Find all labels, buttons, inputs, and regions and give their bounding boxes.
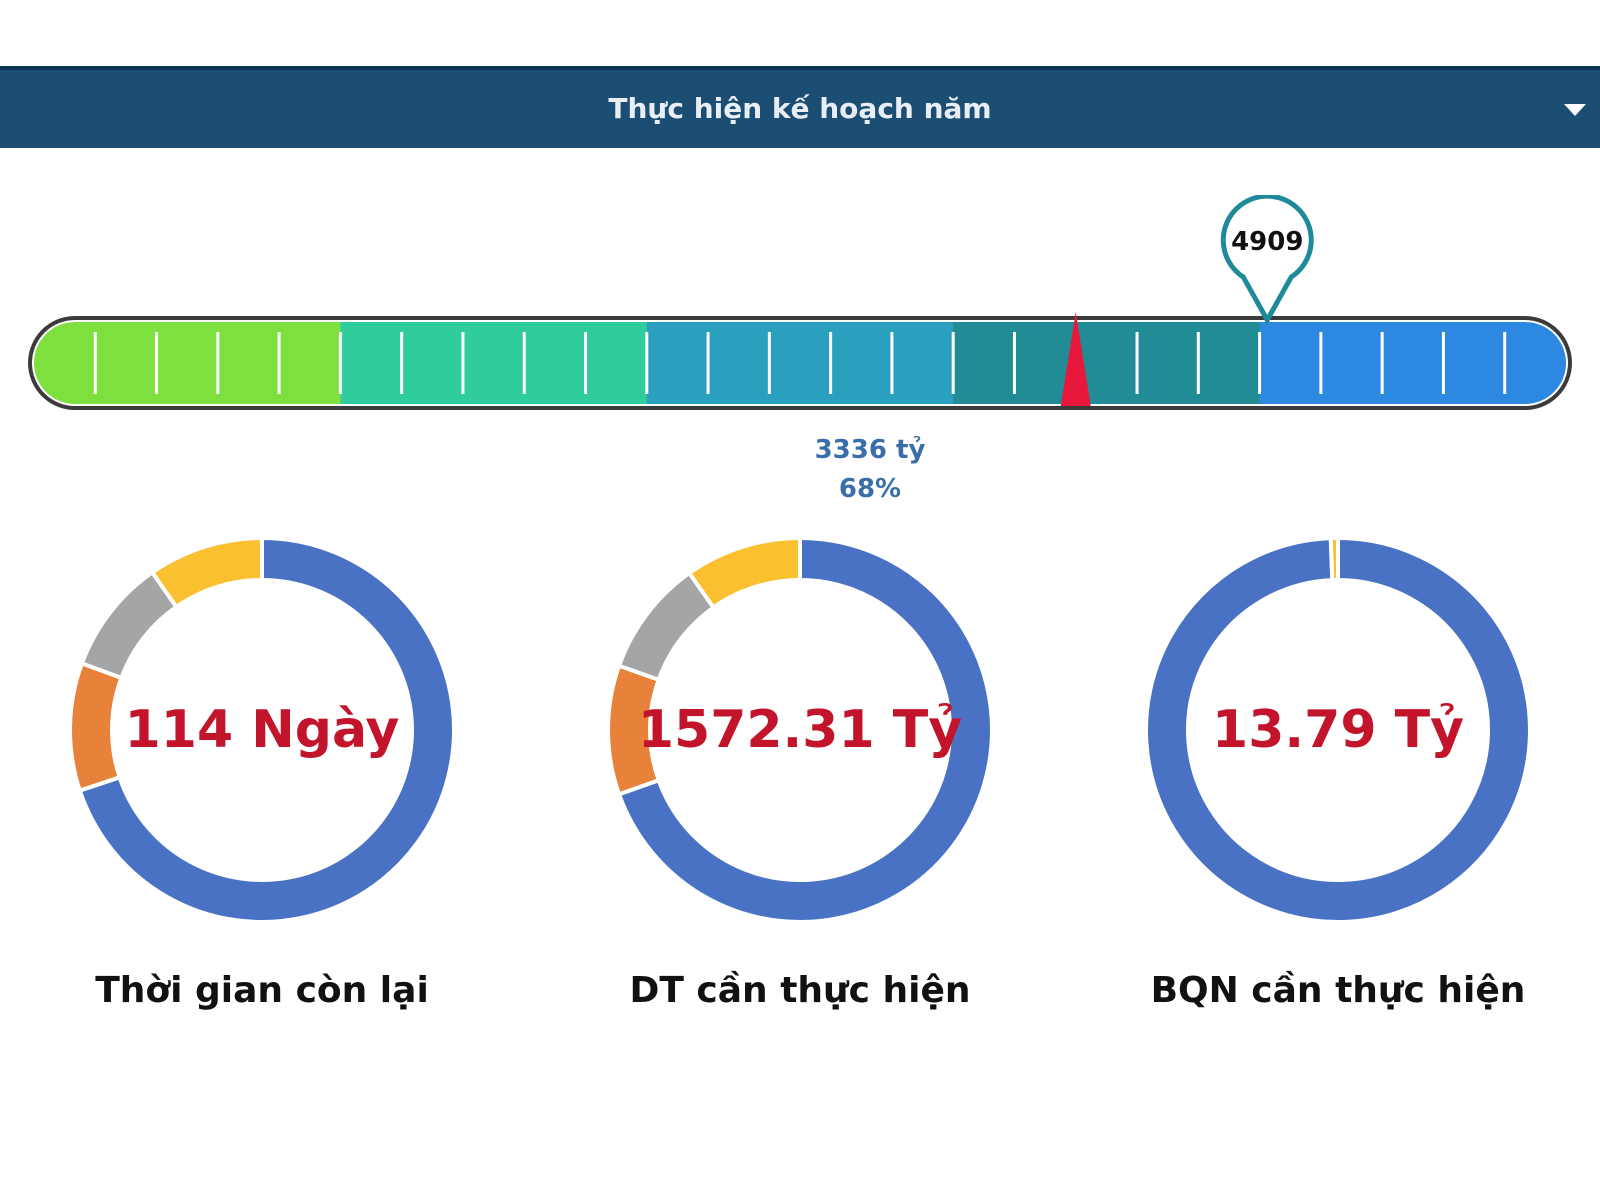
actual-percent-label: 68% — [838, 474, 902, 504]
kpi-caption: DT cần thực hiện — [629, 970, 971, 1011]
donut-segment — [149, 535, 264, 610]
gauge-band-5 — [1259, 322, 1566, 404]
current-progress-pointer-icon — [1060, 312, 1091, 406]
panel-title: Thực hiện kế hoạch năm — [608, 92, 992, 125]
kpi-value: 114 Ngày — [124, 700, 400, 760]
donut-segment — [616, 535, 994, 924]
progress-gauge: 4909 — [28, 195, 1572, 410]
gauge-band-3 — [646, 322, 955, 404]
donut-chart — [606, 535, 994, 924]
target-value-label: 4909 — [1231, 227, 1303, 257]
panel-header: Thực hiện kế hoạch năm — [0, 66, 1600, 148]
donut-segment — [77, 535, 456, 924]
actual-value-label: 3336 tỷ — [814, 435, 926, 465]
kpi-value: 13.79 Tỷ — [1212, 700, 1464, 760]
kpi-donut-daily-average-needed: 13.79 Tỷ — [1138, 530, 1538, 930]
target-marker-icon — [1220, 195, 1314, 326]
donut-segment — [686, 535, 802, 611]
donut-chart — [1144, 535, 1532, 924]
kpi-donut-time-remaining: 114 Ngày — [62, 530, 462, 930]
donut-chart — [68, 535, 456, 924]
gauge-band-4 — [953, 322, 1261, 404]
kpi-donut-revenue-needed: 1572.31 Tỷ — [600, 530, 1000, 930]
kpi-value: 1572.31 Tỷ — [637, 700, 963, 760]
kpi-caption: Thời gian còn lại — [95, 970, 429, 1011]
donut-segment — [1144, 535, 1532, 924]
kpi-caption: BQN cần thực hiện — [1150, 970, 1526, 1011]
gauge-band-1 — [34, 322, 342, 404]
gauge-band-2 — [340, 322, 648, 404]
donut-segment — [1328, 535, 1340, 583]
caret-down-icon[interactable] — [1564, 104, 1586, 116]
